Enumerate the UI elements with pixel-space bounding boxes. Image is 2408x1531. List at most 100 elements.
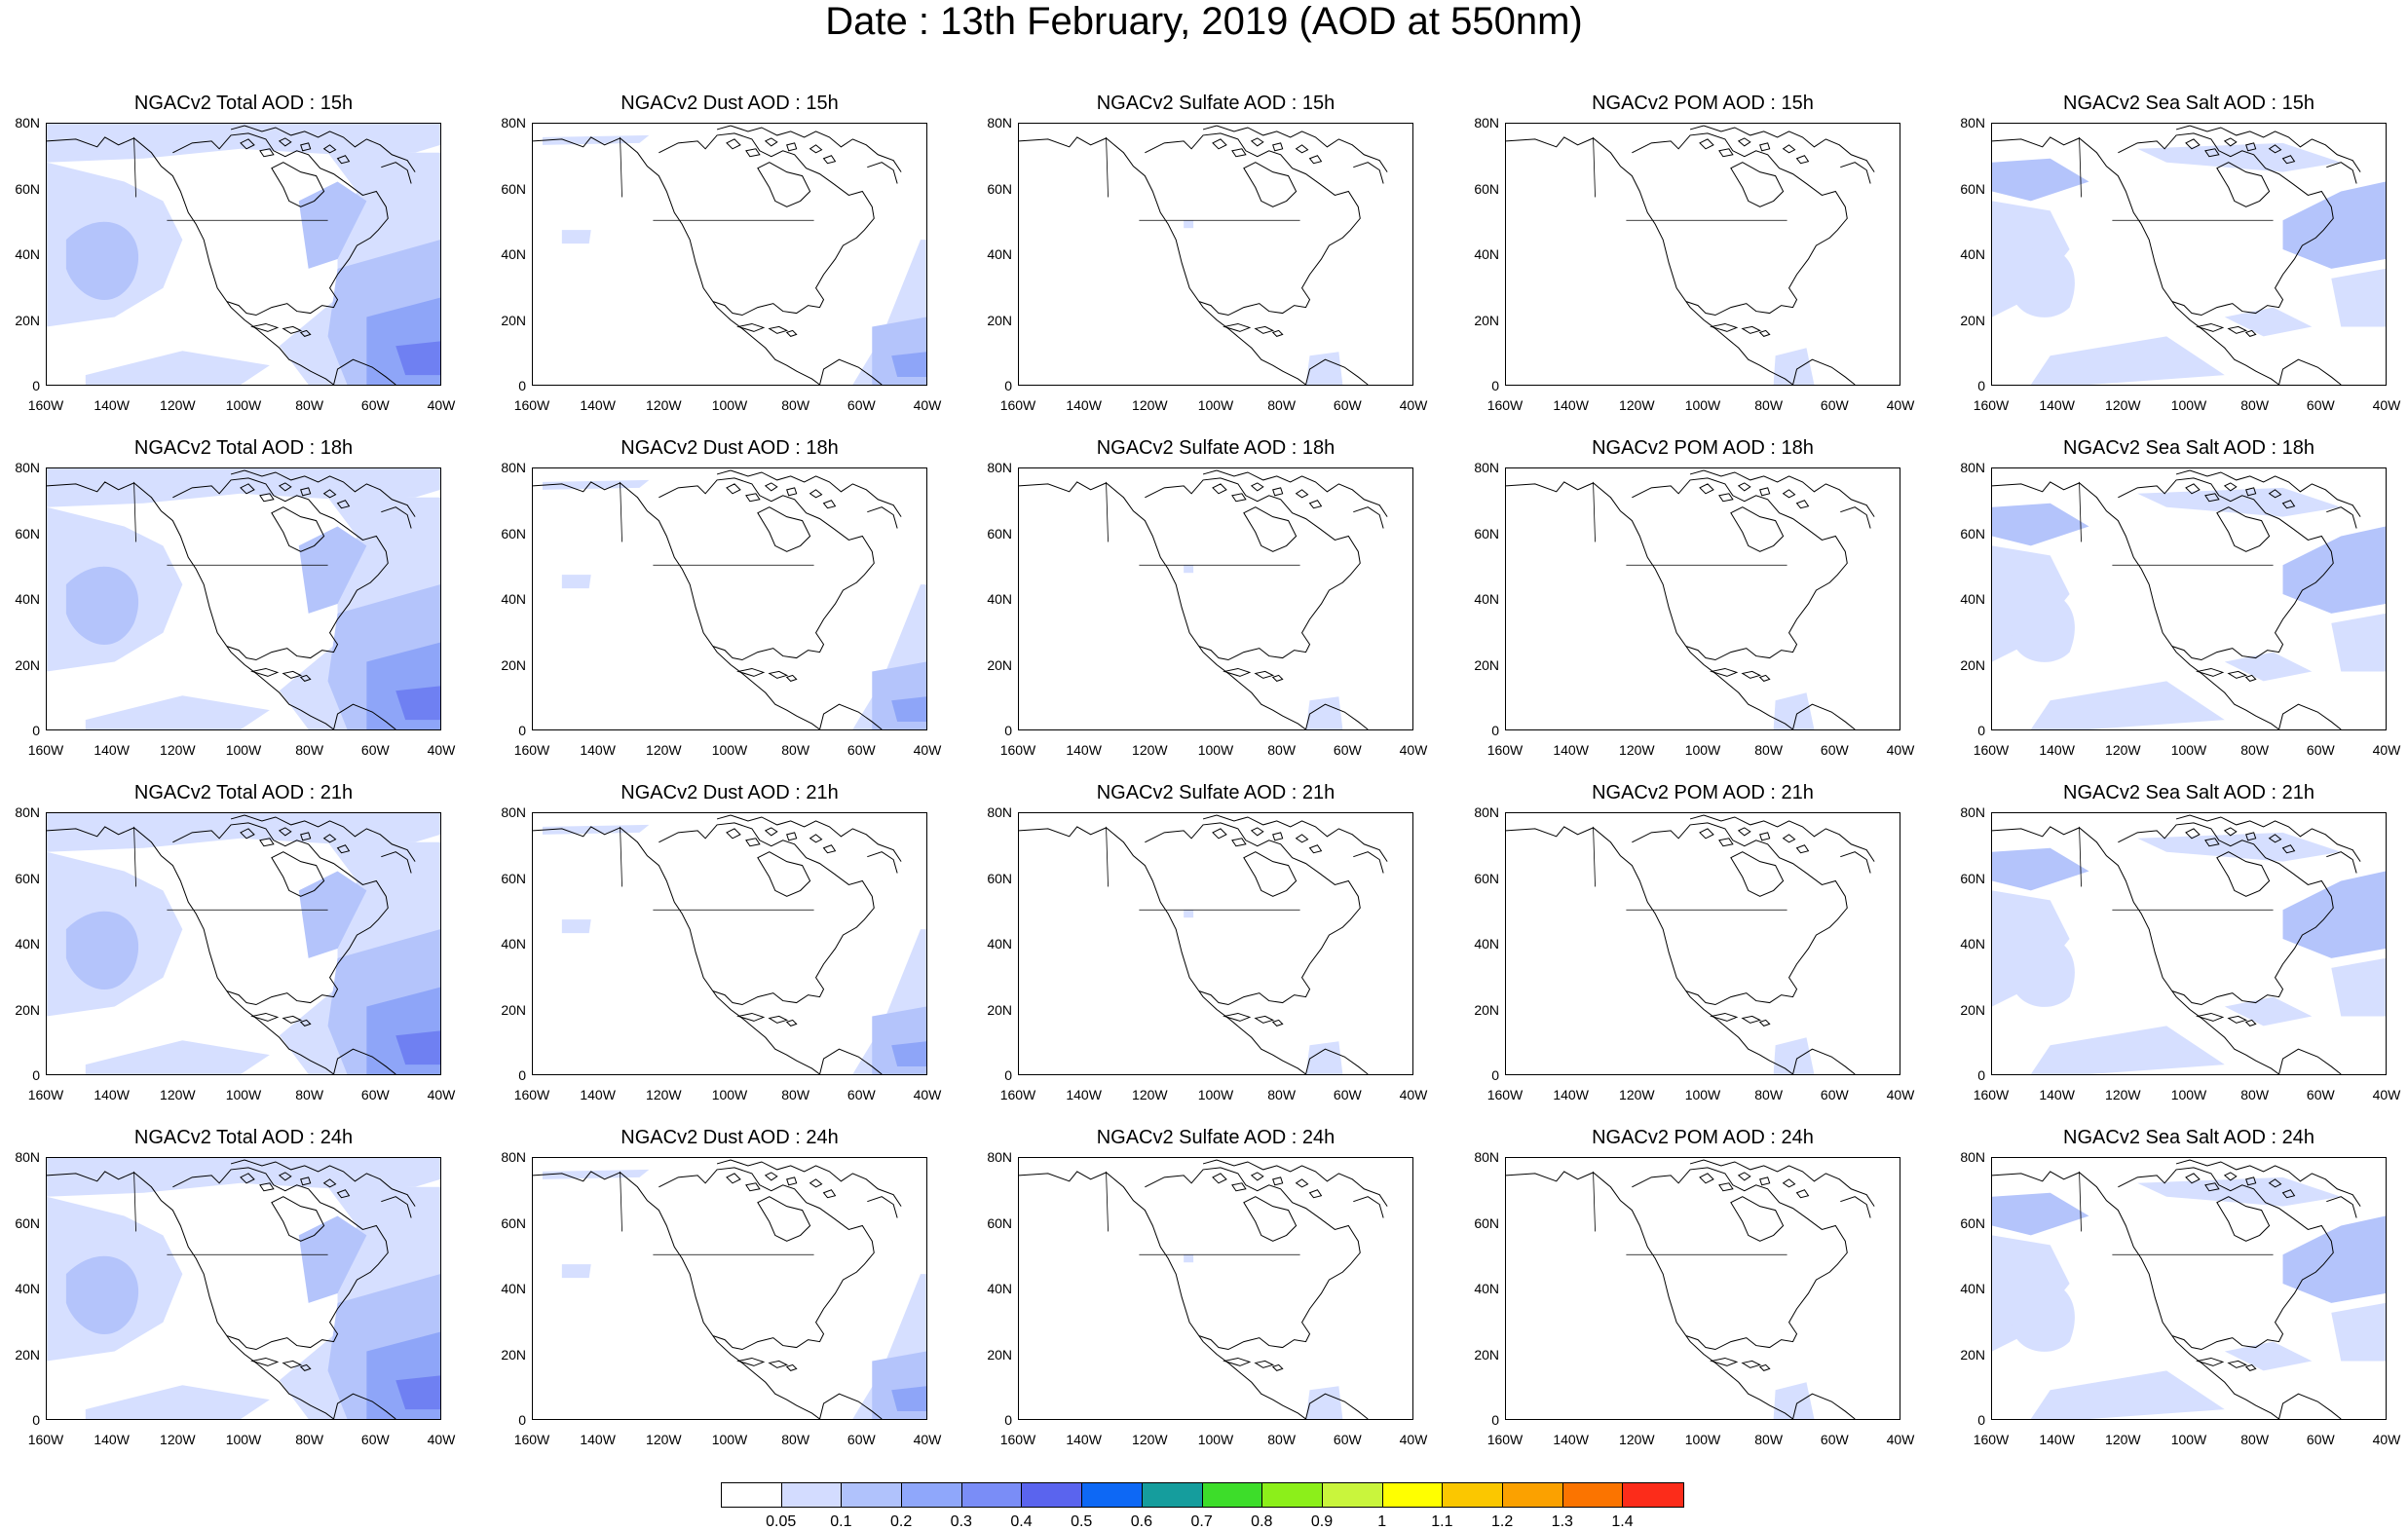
coastline [533,469,902,729]
aod-contour-region [2282,871,2386,958]
x-tick-label: 140W [1066,397,1102,413]
x-tick-label: 120W [1132,397,1168,413]
aod-contour-region [298,526,367,614]
y-tick-label: 20N [1960,656,1985,673]
x-tick-label: 60W [2306,397,2335,413]
y-tick-label: 20N [15,1346,40,1363]
coastline [1019,469,1388,729]
x-tick-label: 160W [513,742,550,758]
y-tick-label: 40N [501,936,526,952]
y-tick-label: 20N [15,656,40,673]
y-tick-label: 0 [1977,1412,1985,1428]
aod-contour-region [1992,1192,2089,1236]
colorbar-label: 0.4 [1010,1513,1033,1530]
aod-contour-region [2282,526,2386,614]
x-tick-label: 120W [1619,1432,1655,1447]
aod-contour-region [1305,696,1343,729]
x-tick-label: 100W [225,397,262,413]
aod-contour-region [2137,1176,2342,1207]
y-tick-label: 40N [1960,936,1985,952]
aod-contour-region [891,1386,926,1412]
x-tick-label: 100W [225,1432,262,1447]
aod-contour-region [1184,220,1194,229]
aod-contour-region [395,1375,440,1410]
x-tick-label: 40W [2372,742,2401,758]
x-tick-label: 40W [1886,397,1915,413]
aod-contour-region [65,1255,139,1335]
y-tick-label: 60N [1474,870,1499,886]
x-tick-label: 100W [711,1432,748,1447]
y-tick-label: 40N [1474,246,1499,262]
x-tick-label: 80W [1267,1087,1297,1102]
y-tick-label: 0 [1004,1067,1012,1083]
y-tick-label: 80N [501,460,526,475]
x-tick-label: 80W [1267,397,1297,413]
x-tick-label: 40W [913,1432,942,1447]
aod-contour-region [2137,487,2342,517]
y-tick-label: 60N [1960,870,1985,886]
x-tick-label: 140W [2039,1432,2075,1447]
x-tick-label: 40W [1886,742,1915,758]
x-tick-label: 120W [160,1087,196,1102]
coastline [1506,125,1875,385]
y-tick-label: 80N [987,460,1012,475]
x-tick-label: 140W [580,742,616,758]
y-tick-label: 60N [501,1214,526,1231]
x-tick-label: 160W [1486,742,1524,758]
colorbar-label: 0.3 [950,1513,972,1530]
x-tick-label: 40W [2372,1432,2401,1447]
x-tick-label: 160W [27,1087,64,1102]
panel-title: NGACv2 Sea Salt AOD : 18h [2063,437,2314,459]
y-tick-label: 20N [501,656,526,673]
aod-field [47,813,440,1074]
x-tick-label: 40W [1886,1432,1915,1447]
y-tick-label: 0 [1004,723,1012,738]
x-tick-label: 120W [2105,397,2141,413]
aod-contour-region [2282,181,2386,269]
y-tick-label: 60N [987,180,1012,197]
y-tick-label: 60N [15,870,40,886]
y-tick-label: 20N [1960,312,1985,328]
aod-contour-region [85,1040,270,1074]
panel-title: NGACv2 POM AOD : 21h [1592,782,1814,803]
x-tick-label: 160W [1486,1087,1524,1102]
x-tick-label: 60W [1820,1432,1849,1447]
x-tick-label: 140W [1553,397,1589,413]
colorbar-swatch [961,1483,1023,1507]
y-tick-label: 40N [987,1281,1012,1296]
aod-field [533,1159,926,1419]
map-panel [1018,812,1413,1075]
map-panel [1991,123,2387,386]
y-tick-label: 40N [1960,1281,1985,1296]
y-tick-label: 80N [987,115,1012,131]
colorbar-label: 1.1 [1431,1513,1453,1530]
x-tick-label: 120W [1132,742,1168,758]
aod-contour-region [395,686,440,721]
x-tick-label: 140W [94,742,130,758]
aod-contour-region [298,871,367,958]
y-tick-label: 60N [1960,180,1985,197]
x-tick-label: 40W [913,1087,942,1102]
y-tick-label: 80N [1960,1149,1985,1165]
colorbar-label: 1.2 [1490,1513,1514,1530]
x-tick-label: 80W [1754,397,1784,413]
y-tick-label: 60N [1474,180,1499,197]
y-tick-label: 60N [501,870,526,886]
x-tick-label: 100W [711,397,748,413]
y-tick-label: 40N [1474,936,1499,952]
aod-contour-region [1773,692,1815,729]
map-panel [1991,1157,2387,1420]
colorbar-swatch [902,1483,962,1507]
x-tick-label: 140W [94,1432,130,1447]
x-tick-label: 40W [1886,1087,1915,1102]
colorbar-label: 1.4 [1611,1513,1634,1530]
x-tick-label: 80W [2240,742,2270,758]
x-tick-label: 140W [2039,397,2075,413]
x-tick-label: 40W [1399,1432,1428,1447]
y-tick-label: 80N [501,804,526,820]
y-tick-label: 60N [15,180,40,197]
x-tick-label: 140W [94,1087,130,1102]
y-tick-label: 80N [15,115,40,131]
aod-contour-region [85,351,270,385]
x-tick-label: 60W [1333,1432,1362,1447]
